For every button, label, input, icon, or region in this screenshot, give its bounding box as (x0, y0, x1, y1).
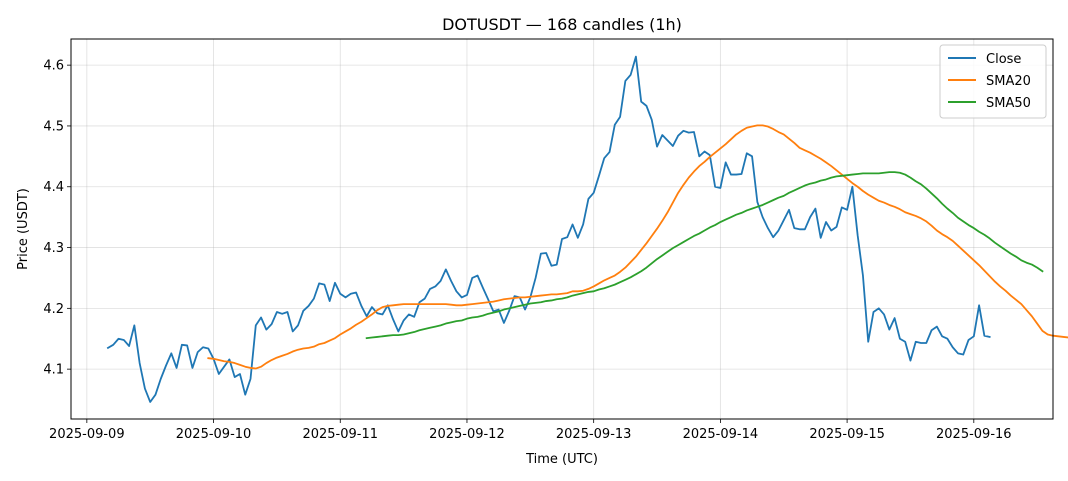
y-tick-label: 4.2 (43, 302, 64, 317)
y-tick-label: 4.1 (43, 363, 64, 378)
legend-label-sma20: SMA20 (986, 74, 1031, 89)
y-tick-label: 4.4 (43, 180, 64, 195)
x-tick-label: 2025-09-09 (49, 427, 125, 442)
y-tick-label: 4.6 (43, 59, 64, 74)
grid (71, 39, 1053, 419)
x-tick-label: 2025-09-14 (683, 427, 759, 442)
legend-box (939, 44, 1047, 119)
y-axis-label: Price (USDT) (16, 188, 31, 270)
y-axis: 4.1 4.2 4.3 4.4 4.5 4.6 (43, 59, 71, 378)
x-tick-label: 2025-09-10 (176, 427, 252, 442)
series-line-sma20 (207, 124, 1068, 370)
series-group (106, 55, 1068, 403)
x-tick-label: 2025-09-12 (429, 427, 505, 442)
chart-title: DOTUSDT — 168 candles (1h) (442, 15, 682, 34)
y-tick-label: 4.5 (43, 119, 64, 134)
y-tick-label: 4.3 (43, 241, 64, 256)
legend-label-sma50: SMA50 (986, 96, 1031, 111)
series-line-sma50 (365, 171, 1044, 340)
plot-frame (70, 38, 1054, 420)
x-tick-label: 2025-09-11 (302, 427, 378, 442)
x-axis: 2025-09-09 2025-09-10 2025-09-11 2025-09-12… (49, 419, 1012, 442)
x-tick-label: 2025-09-13 (556, 427, 632, 442)
legend-label-close: Close (986, 52, 1021, 67)
legend: Close SMA20 SMA50 (939, 44, 1047, 119)
x-axis-label: Time (UTC) (525, 452, 598, 467)
series-line-close (106, 55, 991, 403)
x-tick-label: 2025-09-15 (809, 427, 885, 442)
x-tick-label: 2025-09-16 (936, 427, 1012, 442)
